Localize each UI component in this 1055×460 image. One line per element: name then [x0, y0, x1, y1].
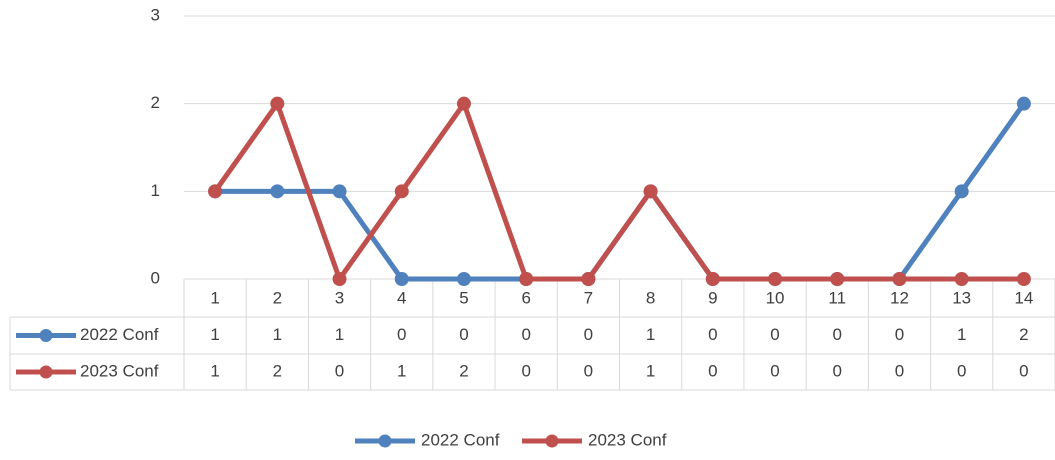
point: [270, 96, 285, 111]
legend-marker: [39, 365, 53, 379]
x-tick-label: 1: [210, 288, 219, 307]
table-cell: 0: [584, 361, 593, 380]
table-cell: 0: [895, 361, 904, 380]
table-cell: 0: [708, 325, 717, 344]
table-cell: 1: [210, 361, 219, 380]
table-cell: 0: [1019, 361, 1028, 380]
x-tick-label: 12: [890, 288, 909, 307]
y-tick-label: 3: [151, 5, 160, 24]
point: [954, 272, 969, 286]
table-cell: 1: [646, 325, 655, 344]
point: [332, 184, 347, 199]
point: [581, 272, 596, 286]
point: [892, 272, 907, 286]
table-cell: 1: [210, 325, 219, 344]
table-cell: 0: [459, 325, 468, 344]
table-cell: 0: [708, 361, 717, 380]
table-cell: 0: [770, 325, 779, 344]
x-tick-label: 5: [459, 288, 468, 307]
legend-marker: [545, 434, 559, 448]
point: [705, 272, 720, 286]
table-cell: 2: [459, 361, 468, 380]
table-cell: 1: [335, 325, 344, 344]
table-cell: 0: [397, 325, 406, 344]
point: [954, 184, 969, 199]
table-row-label: 2022 Conf: [80, 325, 159, 344]
point: [208, 184, 223, 199]
table-cell: 0: [770, 361, 779, 380]
table-cell: 2: [273, 361, 282, 380]
x-tick-label: 4: [397, 288, 406, 307]
point: [394, 272, 409, 286]
y-tick-label: 2: [151, 93, 160, 112]
table-cell: 2: [1019, 325, 1028, 344]
point: [1016, 96, 1031, 111]
table-cell: 1: [646, 361, 655, 380]
x-tick-label: 6: [521, 288, 530, 307]
table-cell: 1: [397, 361, 406, 380]
table-cell: 1: [273, 325, 282, 344]
table-cell: 0: [584, 325, 593, 344]
legend-marker: [378, 434, 392, 448]
table-cell: 1: [957, 325, 966, 344]
point: [456, 96, 471, 111]
point: [394, 184, 409, 199]
table-cell: 0: [833, 325, 842, 344]
table-cell: 0: [521, 325, 530, 344]
x-tick-label: 8: [646, 288, 655, 307]
table-row-label: 2023 Conf: [80, 361, 159, 380]
x-tick-label: 7: [584, 288, 593, 307]
series-line: [213, 101, 1024, 282]
y-tick-label: 0: [151, 268, 160, 287]
legend-label: 2022 Conf: [421, 430, 500, 449]
point: [332, 272, 347, 286]
x-tick-label: 10: [766, 288, 785, 307]
x-tick-label: 9: [708, 288, 717, 307]
point: [1016, 272, 1031, 286]
x-tick-label: 14: [1014, 288, 1033, 307]
legend-label: 2023 Conf: [588, 430, 667, 449]
point: [768, 272, 783, 286]
legend-marker: [39, 329, 53, 342]
x-tick-label: 3: [335, 288, 344, 307]
point: [519, 272, 534, 286]
y-tick-label: 1: [151, 181, 160, 200]
table-cell: 0: [957, 361, 966, 380]
point: [270, 184, 285, 199]
x-tick-label: 11: [828, 288, 846, 307]
point: [830, 272, 845, 286]
table-cell: 0: [895, 325, 904, 344]
x-tick-label: 13: [952, 288, 971, 307]
point: [643, 184, 658, 199]
point: [456, 272, 471, 286]
table-cell: 0: [833, 361, 842, 380]
table-cell: 0: [335, 361, 344, 380]
x-tick-label: 2: [273, 288, 282, 307]
table-cell: 0: [521, 361, 530, 380]
